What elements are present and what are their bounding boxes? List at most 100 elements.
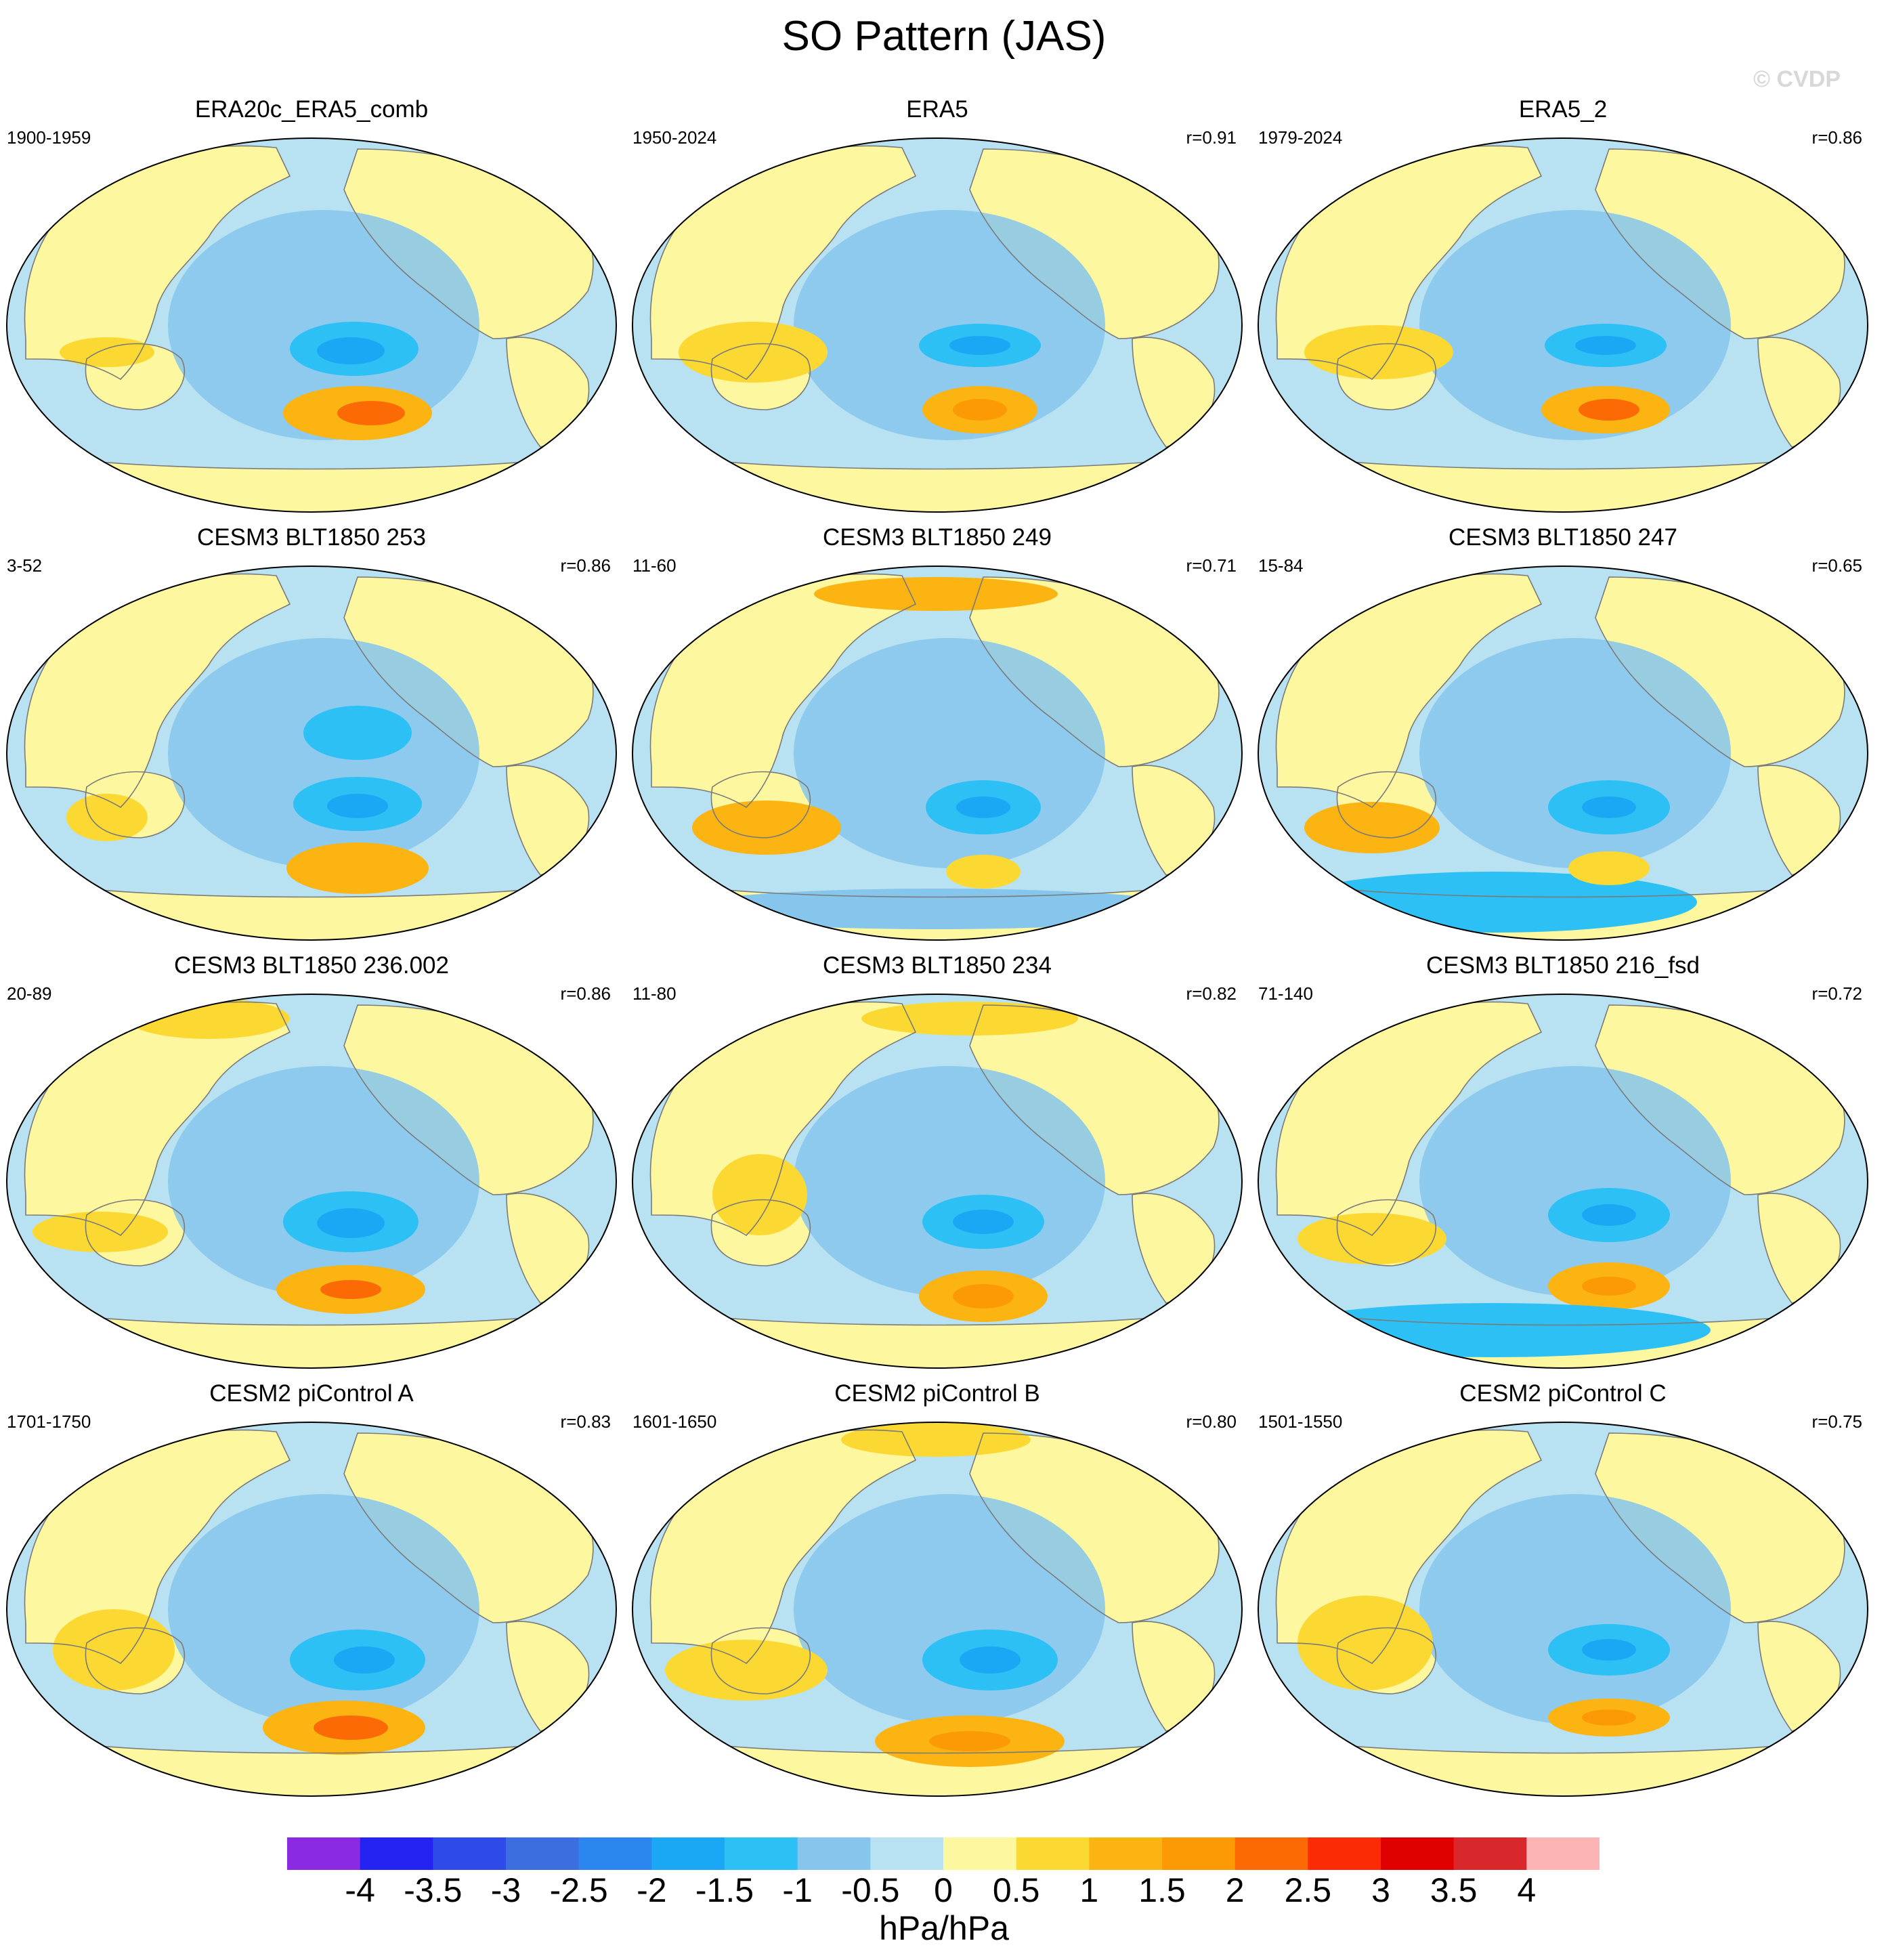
colorbar-tick-labels: -4 -3.5 -3 -2.5 -2 -1.5 -1 -0.5 0 0.5 1 1.5 2 2.5 3 3.5… [287, 1871, 1600, 1911]
panel-title: ERA20c_ERA5_comb [194, 96, 429, 123]
negative-anomaly-region [168, 1066, 479, 1296]
positive-anomaly-region [861, 1002, 1078, 1036]
map-panel-3: ERA5_2 1979-2024 r=0.86 [1257, 96, 1869, 523]
coastline [85, 1199, 186, 1266]
coastline [85, 771, 186, 838]
panel-title: CESM3 BLT1850 247 [1449, 524, 1677, 551]
negative-anomaly-region [1419, 210, 1731, 440]
panel-period: 15-84 [1258, 555, 1304, 576]
globe-outline [1258, 566, 1868, 941]
panel-title: ERA5_2 [1518, 96, 1608, 123]
panel-period: 71-140 [1258, 983, 1313, 1004]
negative-anomaly-region [317, 1208, 385, 1238]
positive-anomaly-region [1582, 1277, 1636, 1296]
map-panel-11: CESM2 piControl B 1601-1650 r=0.80 [631, 1380, 1243, 1807]
colorbar-swatch [578, 1837, 652, 1870]
coastline [710, 771, 811, 838]
positive-anomaly-region [127, 998, 290, 1039]
colorbar-swatch [287, 1837, 361, 1870]
negative-anomaly-region [317, 337, 385, 364]
panel-title: CESM3 BLT1850 216_fsd [1425, 952, 1700, 979]
colorbar-swatch [1016, 1837, 1090, 1870]
landmass-asia [24, 146, 290, 379]
negative-anomaly-region [168, 1494, 479, 1724]
globe-outline [6, 566, 617, 941]
positive-anomaly-region [1582, 1709, 1636, 1726]
negative-anomaly-region [303, 706, 412, 760]
map-plot [6, 566, 617, 941]
map-panel-12: CESM2 piControl C 1501-1550 r=0.75 [1257, 1380, 1869, 1807]
map-plot [1258, 566, 1868, 941]
colorbar-tick-label: -1 [782, 1871, 813, 1909]
landmass-north-america [344, 577, 593, 767]
landmass-north-america [970, 149, 1219, 339]
landmass-south-america [1132, 1621, 1215, 1731]
cvdp-credit: © CVDP [1753, 66, 1841, 92]
globe-outline [1258, 137, 1868, 513]
positive-anomaly-region [314, 1716, 388, 1740]
globe-outline [1258, 994, 1868, 1369]
map-plot [1258, 137, 1868, 513]
positive-anomaly-region [814, 577, 1058, 611]
positive-anomaly-region [1297, 1596, 1433, 1690]
landmass-south-america [1758, 1621, 1841, 1731]
panel-title: CESM3 BLT1850 253 [197, 524, 426, 551]
panel-title: CESM3 BLT1850 234 [823, 952, 1052, 979]
negative-anomaly-region [1419, 1066, 1731, 1296]
colorbar-swatches [287, 1837, 1600, 1870]
positive-anomaly-region [712, 1154, 807, 1235]
colorbar-swatch [1162, 1837, 1236, 1870]
colorbar-units: hPa/hPa [879, 1909, 1009, 1947]
panel-period: 1701-1750 [7, 1411, 91, 1432]
colorbar-tick-label: 1 [1079, 1871, 1099, 1909]
positive-anomaly-region [946, 855, 1021, 889]
positive-anomaly-region [1568, 851, 1650, 885]
negative-anomaly-region [794, 638, 1105, 868]
colorbar-tick-label: 0.5 [992, 1871, 1040, 1909]
panel-title: CESM2 piControl B [834, 1380, 1040, 1407]
colorbar-tick-label: -3 [490, 1871, 521, 1909]
panel-period: 1979-2024 [1258, 127, 1343, 148]
globe-outline [6, 137, 617, 513]
negative-anomaly-region [960, 1646, 1021, 1674]
landmass-asia [1276, 574, 1541, 807]
colorbar-swatch [433, 1837, 507, 1870]
colorbar-swatch [651, 1837, 725, 1870]
positive-anomaly-region [953, 1284, 1014, 1308]
map-panel-1: ERA20c_ERA5_comb 1900-1959 [5, 96, 618, 523]
globe-outline [6, 994, 617, 1369]
landmass-asia [1276, 1002, 1541, 1235]
landmass-south-america [1758, 765, 1841, 875]
panel-period: 1900-1959 [7, 127, 91, 148]
map-panel-10: CESM2 piControl A 1701-1750 r=0.83 [5, 1380, 618, 1807]
panel-correlation: r=0.91 [1186, 127, 1237, 148]
negative-anomaly-region [327, 794, 388, 818]
positive-anomaly-region [665, 1640, 828, 1701]
map-plot [6, 137, 617, 513]
panel-title: ERA5 [906, 96, 968, 123]
map-plot [632, 137, 1243, 513]
globe-outline [1258, 1422, 1868, 1797]
panel-period: 3-52 [7, 555, 43, 576]
negative-anomaly-region [1582, 1204, 1636, 1226]
landmass-asia [24, 1430, 290, 1663]
globe-outline [632, 1422, 1243, 1797]
map-plot [632, 566, 1243, 941]
coastline [710, 1199, 811, 1266]
map-panel-5: CESM3 BLT1850 249 11-60 r=0.71 [631, 524, 1243, 951]
panel-period: 20-89 [7, 983, 52, 1004]
landmass-south-america [1758, 337, 1841, 447]
negative-anomaly-region [794, 210, 1105, 440]
landmass-asia [1276, 146, 1541, 379]
landmass-asia [650, 1430, 916, 1663]
negative-anomaly-region [1419, 1494, 1731, 1724]
colorbar-swatch [725, 1837, 798, 1870]
colorbar-swatch [506, 1837, 580, 1870]
map-plot [6, 994, 617, 1369]
colorbar-swatch [1308, 1837, 1381, 1870]
landmass-north-america [344, 1433, 593, 1623]
panel-correlation: r=0.72 [1811, 983, 1862, 1004]
colorbar-swatch [943, 1837, 1017, 1870]
panel-title: CESM3 BLT1850 249 [823, 524, 1052, 551]
landmass-north-america [1595, 1005, 1845, 1195]
